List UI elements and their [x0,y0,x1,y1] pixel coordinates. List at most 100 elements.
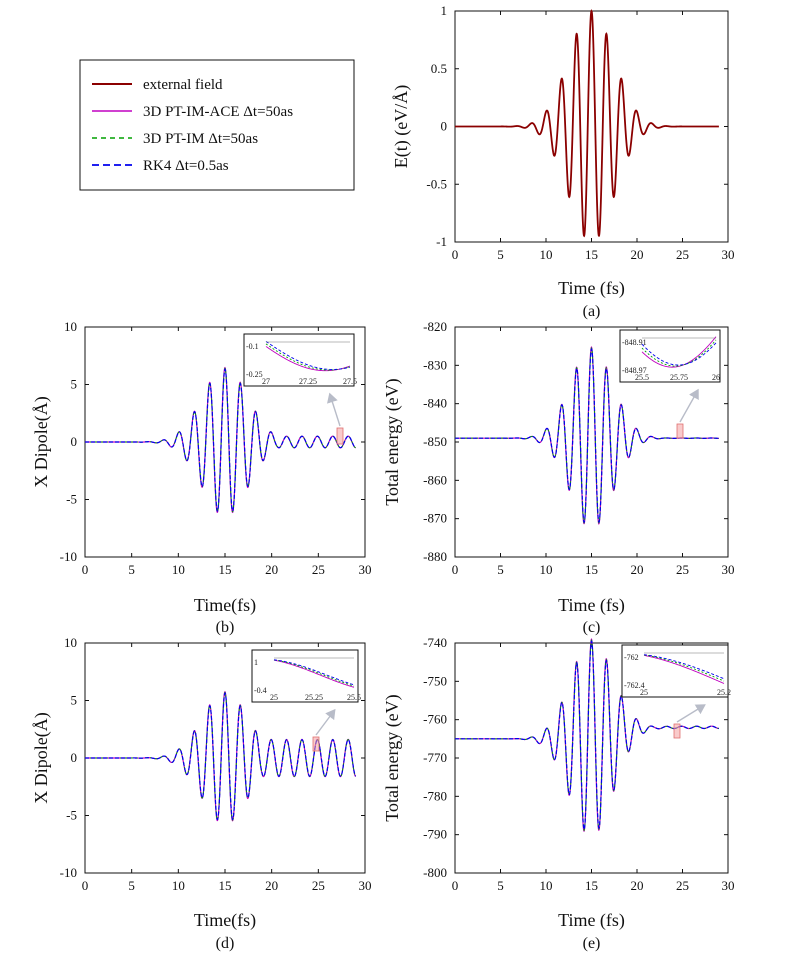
y-tick-label: 5 [71,377,78,392]
series-rk4 [85,368,356,512]
legend-label-ace: 3D PT-IM-ACE Δt=50as [143,104,293,120]
x-tick-label: 25 [676,247,689,262]
y-tick-label: -830 [423,357,447,372]
y-tick-label: -770 [423,750,447,765]
x-axis-label: Time (fs) [558,910,625,931]
y-axis-label: X Dipole(Å) [31,396,52,487]
zoom-highlight [673,723,681,739]
zoom-arrow [327,392,341,427]
x-tick-label: 0 [82,878,89,893]
x-tick-label: 15 [585,562,598,577]
y-tick-label: -850 [423,434,447,449]
y-tick-label: 0 [71,750,78,765]
inset-x-tick-label: 25 [640,688,648,697]
x-axis-label: Time (fs) [558,595,625,616]
series-pt-im-ace [85,690,357,822]
y-tick-label: 10 [64,635,77,650]
x-tick-label: 15 [585,247,598,262]
inset-x-tick-label: 27.5 [343,377,357,386]
x-tick-label: 10 [540,247,553,262]
panel-caption: (b) [216,619,235,636]
inset-y-tick-label: -848.91 [622,338,647,347]
inset-x-tick-label: 25.5 [635,373,649,382]
inset-y-tick-label: -762 [624,653,639,662]
inset-x-tick-label: 25.5 [347,693,361,702]
zoom-highlight [676,423,684,439]
y-tick-label: 0 [71,434,78,449]
x-tick-label: 0 [452,878,459,893]
x-tick-label: 30 [722,878,735,893]
x-tick-label: 10 [540,562,553,577]
inset-x-tick-label: 25.25 [305,693,323,702]
inset-y-tick-label: -848.97 [622,366,647,375]
y-tick-label: -1 [436,234,447,249]
panel-caption: (c) [583,619,601,636]
panel-caption: (e) [583,935,601,952]
x-tick-label: 5 [128,562,135,577]
panel-c: 0 5 10 15 20 25 30 -820 -830 -840 -850 -860 -870 -880… [382,319,735,636]
x-tick-label: 25 [676,562,689,577]
y-tick-label: -5 [66,808,77,823]
panel-d: 0 5 10 15 20 25 30 10 5 0 -5 -10 Time(fs) X Dipole(Å)… [31,635,372,952]
y-tick-label: -880 [423,549,447,564]
inset-x-tick-label: 25.2 [717,688,731,697]
x-tick-label: 25 [312,562,325,577]
y-tick-label: -840 [423,396,447,411]
inset-frame [619,329,721,383]
x-tick-label: 25 [312,878,325,893]
y-tick-label: 0 [441,119,448,134]
y-axis-label: E(t) (eV/Å) [391,85,412,168]
x-tick-label: 30 [722,247,735,262]
x-tick-label: 5 [497,247,504,262]
x-tick-label: 30 [359,562,372,577]
panel-caption: (a) [583,303,601,320]
inset-y-tick-label: -762.4 [624,681,645,690]
inset-series-rk4 [641,342,717,366]
x-tick-label: 25 [676,878,689,893]
legend-label-im: 3D PT-IM Δt=50as [143,131,258,147]
legend-box [79,59,355,191]
legend: external field 3D PT-IM-ACE Δt=50as 3D P… [79,59,355,191]
y-tick-label: -0.5 [426,176,447,191]
x-tick-label: 0 [82,562,89,577]
panel-e: 0 5 10 15 20 25 30 -740 -750 -760 -770 -780 -790 -800… [382,635,735,952]
y-tick-label: -780 [423,788,447,803]
inset-series-ace [273,659,355,688]
x-axis-label: Time(fs) [194,595,256,616]
y-tick-label: -750 [423,673,447,688]
zoom-arrow [315,708,336,736]
y-tick-label: -5 [66,492,77,507]
y-tick-label: -740 [423,635,447,650]
inset-series-rk4 [273,659,355,686]
panel-caption: (d) [216,935,235,952]
y-tick-label: 10 [64,319,77,334]
x-tick-label: 5 [128,878,135,893]
x-tick-label: 0 [452,562,459,577]
series-external-field [455,9,719,238]
x-tick-label: 20 [631,878,644,893]
series-rk4 [85,692,357,821]
inset-frame [621,644,729,698]
x-tick-label: 10 [540,878,553,893]
legend-label-external: external field [143,77,223,93]
zoom-arrow [676,704,706,723]
inset-y-tick-label: -0.25 [246,370,263,379]
panel-b: 0 5 10 15 20 25 30 10 5 0 -5 -10 Time(fs) X Dipole(Å)… [31,319,372,636]
inset-x-tick-label: 25.75 [670,373,688,382]
x-tick-label: 15 [219,878,232,893]
inset-series-rk4 [265,341,351,370]
inset-x-tick-label: 27 [262,377,270,386]
x-tick-label: 10 [172,562,185,577]
panel-a: 0 5 10 15 20 25 30 1 0.5 0 -0.5 -1 Time (fs) E(t) (eV… [391,3,735,320]
y-tick-label: -790 [423,827,447,842]
y-tick-label: -870 [423,511,447,526]
x-tick-label: 20 [631,562,644,577]
series-pt-im [85,691,357,821]
x-tick-label: 30 [722,562,735,577]
y-axis-label: X Dipole(Å) [31,712,52,803]
inset-frame [251,649,359,703]
zoom-highlight [312,736,320,752]
y-tick-label: -10 [60,549,77,564]
x-tick-label: 20 [265,878,278,893]
x-tick-label: 0 [452,247,459,262]
